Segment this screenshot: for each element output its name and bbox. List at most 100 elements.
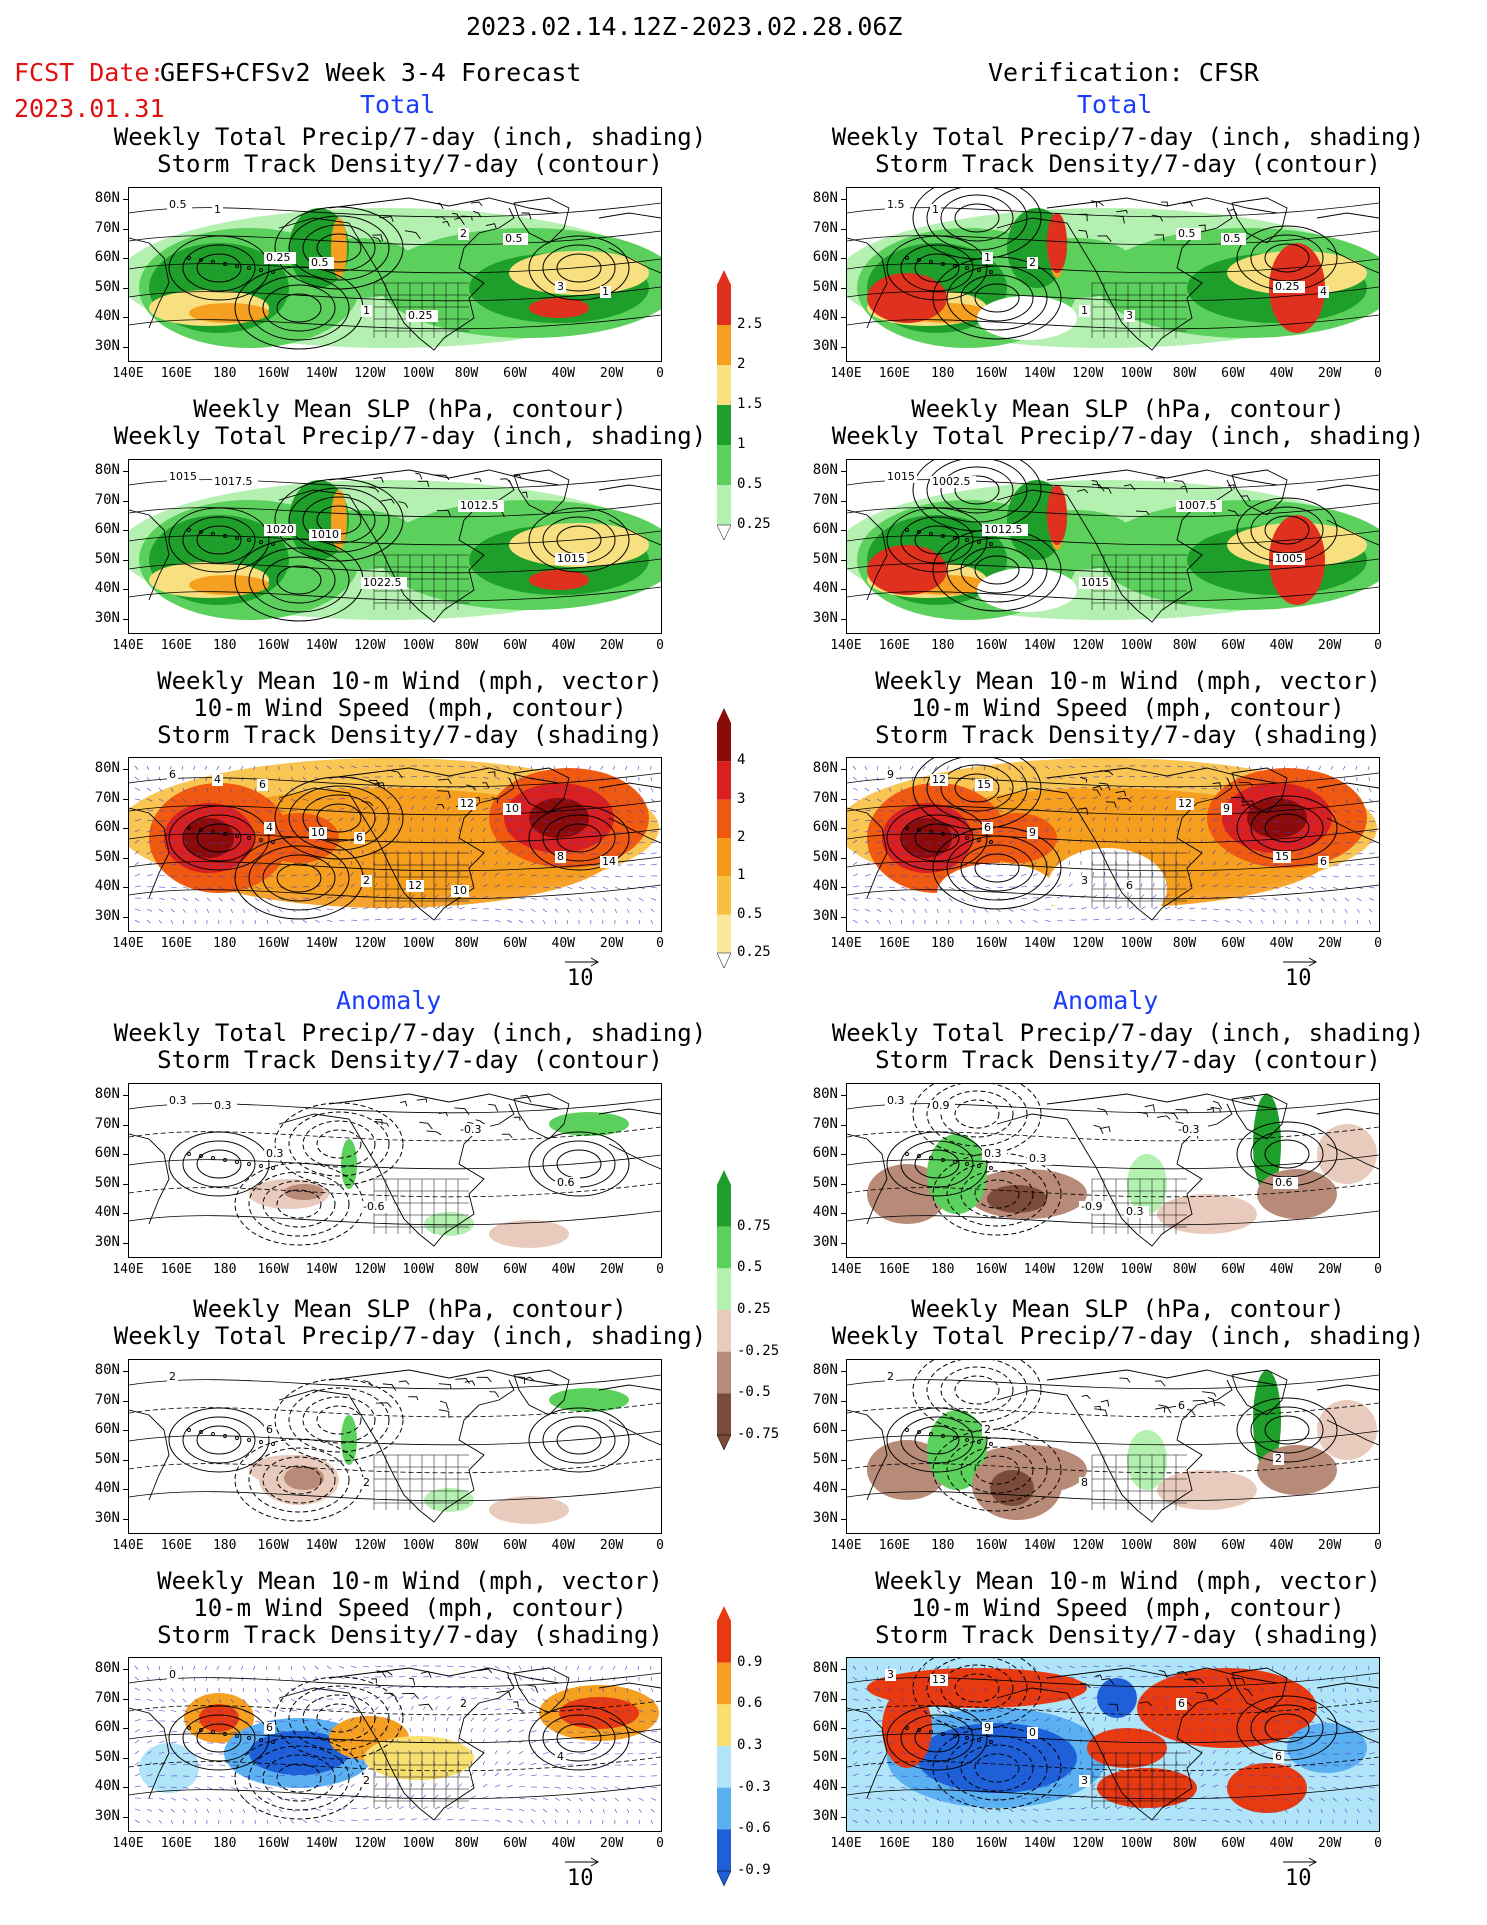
lon-label: 140E [112,1836,144,1851]
lat-label: 80N [94,1086,120,1102]
lat-tick [123,1757,128,1759]
lat-tick [123,1124,128,1126]
lat-tick [123,828,128,829]
lon-label: 20W [1317,366,1342,381]
contour-label: 6 [356,831,363,844]
fcst-date-value: 2023.01.31 [14,94,165,123]
contour-label: 0.25 [266,251,291,264]
lon-label: 40W [1269,638,1293,653]
lon-label: 140W [1023,638,1056,653]
lon-label: 0 [656,1538,664,1553]
lat-label: 80N [812,1660,838,1676]
verification-title: Verification: CFSR [988,58,1259,87]
lat-label: 30N [812,1807,838,1824]
colorbar-label: 0.25 [737,1301,771,1317]
lat-label: 40N [94,1778,120,1794]
map-panel: 6 4 2 12 8 4 10 12 10 14 6 6 10 [128,757,662,932]
lat-label: 60N [812,1719,838,1735]
contour-label: 12 [408,879,422,892]
colorbar-swatch [717,1310,731,1352]
contour-label: 9 [1223,802,1230,815]
contour-label: 1005 [1275,552,1303,565]
contour-label: 0.5 [311,256,329,269]
panel-title-line: Weekly Total Precip/7-day (inch, shading… [113,1322,707,1350]
section-anomaly-right: Anomaly [1053,986,1159,1015]
lat-tick [123,1816,128,1818]
colorbar-swatch [717,1746,731,1788]
lat-label: 70N [812,1391,838,1408]
colorbar-label: 0.5 [737,476,763,492]
lon-label: 100W [402,1836,434,1851]
lon-label: 80W [1172,366,1197,381]
model-title: GEFS+CFSv2 Week 3-4 Forecast [160,58,582,87]
lon-label: 180 [212,638,237,653]
lat-label: 80N [94,462,120,478]
panel-title-line: Storm Track Density/7-day (contour) [157,150,663,178]
panel-title-line: 10-m Wind Speed (mph, contour) [193,1594,627,1622]
lat-tick [841,769,846,770]
panel-title-line: Weekly Mean 10-m Wind (mph, vector) [157,1567,663,1595]
panel-title-line: Weekly Mean 10-m Wind (mph, vector) [157,667,663,695]
lat-label: 30N [812,337,838,354]
lat-label: 50N [94,1174,120,1191]
lon-label: 120W [354,936,386,951]
colorbar-swatch [717,405,731,445]
contour-label: 1 [214,203,221,216]
contour-label: 1 [363,304,370,317]
lon-label: 140W [305,366,338,381]
lat-label: 70N [812,1689,838,1706]
lon-label: 80W [454,936,479,951]
lat-tick [841,1183,846,1185]
lon-label: 160E [878,638,911,653]
lon-label: 20W [1317,638,1342,653]
lon-label: 140E [112,936,144,951]
contour-label: 1007.5 [1178,499,1217,512]
contour-label: -0.9 [1081,1200,1102,1213]
lat-label: 60N [812,1145,838,1161]
panel-title-line: Storm Track Density/7-day (shading) [875,721,1381,749]
lon-label: 100W [1120,638,1152,653]
lon-label: 140W [1023,366,1056,381]
lat-tick [841,471,846,472]
contour-label: 2 [363,1774,370,1787]
map-panel: 0 6 2 2 4 [128,1657,662,1832]
colorbar-swatch [717,1393,731,1435]
lon-label: 160W [975,1262,1007,1277]
contour-label: 1 [602,285,609,298]
colorbar-label: -0.6 [737,1820,771,1837]
colorbar-swatch [717,1787,731,1830]
lon-label: 140W [305,1262,338,1277]
section-total-right: Total [1077,90,1153,119]
lat-label: 60N [94,819,120,835]
lon-label: 60W [1221,366,1245,381]
colorbar-swatch [717,1268,731,1310]
lat-tick [841,887,846,888]
colorbar-swatch [717,1185,731,1227]
lat-label: 70N [812,789,838,806]
contour-label: 1010 [311,528,339,541]
contour-label: 6 [1126,879,1133,892]
colorbar-swatch [717,723,731,762]
lat-label: 30N [94,1233,120,1250]
lat-tick [841,1213,846,1214]
lat-tick [841,559,846,561]
contour-label: 6 [266,1721,273,1734]
lon-label: 80W [1172,638,1197,653]
panel-title-line: Weekly Total Precip/7-day (inch, shading… [113,422,707,450]
lon-label: 0 [656,1262,664,1277]
lon-label: 160W [257,1538,289,1553]
colorbar-swatch [717,365,731,405]
lon-label: 180 [930,366,955,381]
lon-label: 140E [830,638,862,653]
lon-label: 0 [1374,366,1382,381]
lat-tick [841,1430,846,1431]
contour-label: 9 [887,768,894,781]
lat-tick [841,828,846,829]
lat-tick [123,1728,128,1729]
contour-label: 0.5 [1178,227,1196,240]
lat-tick [123,1518,128,1520]
lon-label: 140W [1023,1538,1056,1553]
panel-title-line: Storm Track Density/7-day (shading) [157,1621,663,1649]
lon-label: 140W [305,1836,338,1851]
lat-tick [123,228,128,230]
